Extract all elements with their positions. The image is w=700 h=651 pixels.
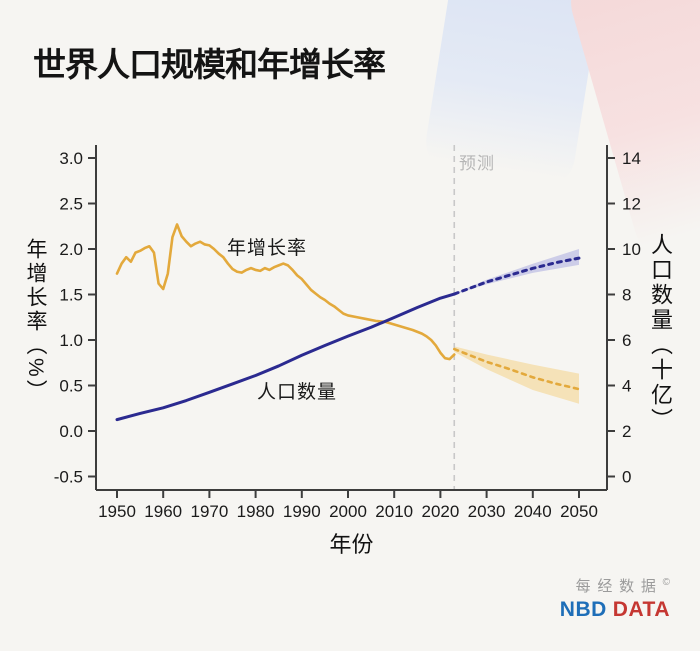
left-axis-tick-label: -0.5 bbox=[54, 468, 83, 487]
x-axis-tick-label: 1980 bbox=[237, 502, 275, 521]
x-axis-tick-label: 2030 bbox=[468, 502, 506, 521]
x-axis-tick-label: 2020 bbox=[421, 502, 459, 521]
population-history-line bbox=[115, 292, 456, 422]
nbd-logo: 每经数据© NBD DATA bbox=[560, 577, 670, 623]
left-axis-tick-label: 3.0 bbox=[59, 149, 83, 168]
x-axis-tick-label: 1950 bbox=[98, 502, 136, 521]
right-axis-tick-label: 2 bbox=[622, 422, 631, 441]
left-axis-tick-label: 2.0 bbox=[59, 240, 83, 259]
logo-chinese-text: 每经数据 bbox=[575, 578, 663, 595]
x-axis-tick-label: 1970 bbox=[190, 502, 228, 521]
population-forecast-line bbox=[452, 256, 581, 296]
x-axis-tick-label: 2040 bbox=[514, 502, 552, 521]
x-axis-tick-label: 1960 bbox=[144, 502, 182, 521]
x-axis-tick-label: 2010 bbox=[375, 502, 413, 521]
left-axis-tick-label: 1.5 bbox=[59, 286, 83, 305]
right-axis-tick-label: 4 bbox=[622, 377, 631, 396]
right-axis-tick-label: 6 bbox=[622, 331, 631, 350]
left-axis-tick-label: 1.0 bbox=[59, 331, 83, 350]
right-axis-tick-label: 10 bbox=[622, 240, 641, 259]
right-axis-tick-label: 8 bbox=[622, 286, 631, 305]
x-axis-tick-label: 2050 bbox=[560, 502, 598, 521]
x-axis-title: 年份 bbox=[329, 532, 374, 557]
x-axis-tick-label: 1990 bbox=[283, 502, 321, 521]
logo-chinese-line: 每经数据© bbox=[560, 577, 670, 597]
logo-nbd-text: NBD bbox=[559, 597, 607, 621]
forecast-label: 预测 bbox=[459, 154, 495, 173]
x-axis-tick-label: 2000 bbox=[329, 502, 367, 521]
logo-english-line: NBD DATA bbox=[560, 597, 670, 623]
right-axis-tick-label: 12 bbox=[622, 195, 641, 214]
left-axis-tick-label: 0.0 bbox=[59, 422, 83, 441]
growth-forecast-band bbox=[454, 346, 579, 404]
growth-series-label: 年增长率 bbox=[227, 238, 308, 259]
page-title: 世界人口规模和年增长率 bbox=[33, 46, 386, 83]
left-axis-tick-label: 2.5 bbox=[59, 195, 83, 214]
left-axis-title: 年增长率（%） bbox=[24, 238, 47, 404]
copyright-mark: © bbox=[662, 577, 670, 588]
right-axis-tick-label: 14 bbox=[622, 149, 641, 168]
left-axis-tick-label: 0.5 bbox=[59, 377, 83, 396]
right-axis-tick-label: 0 bbox=[622, 468, 631, 487]
population-series-label: 人口数量 bbox=[257, 382, 338, 403]
logo-data-text: DATA bbox=[612, 597, 670, 621]
right-axis-title: 人口数量（十亿） bbox=[648, 233, 673, 433]
growth-forecast-line bbox=[452, 347, 581, 391]
